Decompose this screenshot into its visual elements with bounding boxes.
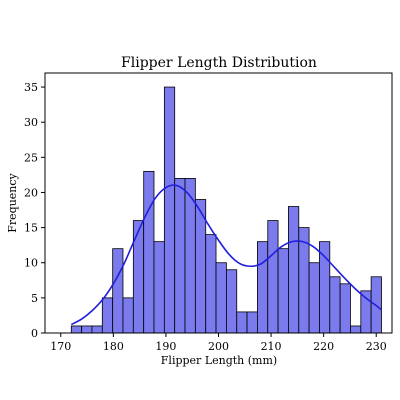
x-tick-label: 220 — [313, 340, 334, 353]
chart-title: Flipper Length Distribution — [121, 55, 317, 71]
x-tick-label: 210 — [261, 340, 282, 353]
y-axis: 0 5 10 15 20 25 30 35 — [24, 81, 45, 340]
histogram-bar — [205, 234, 217, 334]
histogram-bar — [236, 311, 248, 334]
histogram-bars — [70, 86, 382, 334]
histogram-bar — [215, 262, 227, 334]
histogram-bar — [319, 241, 331, 334]
histogram-bar — [339, 283, 351, 334]
histogram-bar — [101, 297, 114, 334]
histogram-bar — [91, 325, 103, 334]
y-tick-label: 20 — [24, 186, 38, 199]
y-tick-label: 10 — [24, 257, 38, 270]
y-tick-label: 35 — [24, 81, 38, 94]
histogram-bar — [143, 170, 155, 334]
histogram-bar — [194, 199, 207, 334]
histogram-bar — [122, 297, 134, 334]
y-tick-label: 30 — [24, 116, 38, 129]
x-tick-label: 200 — [208, 340, 229, 353]
histogram-bar — [350, 325, 362, 334]
histogram-bar — [277, 248, 289, 334]
histogram-bar — [70, 325, 83, 334]
x-axis: 170 180 190 200 210 220 230 — [50, 333, 387, 353]
x-axis-label: Flipper Length (mm) — [161, 354, 277, 367]
y-tick-label: 15 — [24, 222, 38, 235]
histogram-bar — [112, 248, 124, 334]
y-tick-label: 5 — [31, 292, 38, 305]
histogram-bar — [153, 241, 165, 334]
y-axis-label: Frequency — [6, 172, 19, 232]
x-tick-label: 170 — [50, 340, 71, 353]
y-tick-label: 0 — [31, 327, 38, 340]
histogram-bar — [81, 325, 93, 334]
histogram-bar — [308, 262, 320, 334]
histogram-bar — [267, 220, 279, 334]
histogram-bar — [174, 178, 186, 334]
histogram-bar — [246, 311, 258, 334]
y-tick-label: 25 — [24, 151, 38, 164]
histogram-bar — [329, 276, 341, 334]
kde-curve — [70, 184, 382, 326]
histogram-bar — [225, 269, 238, 334]
x-tick-label: 180 — [103, 340, 124, 353]
x-tick-label: 190 — [155, 340, 176, 353]
x-tick-label: 230 — [366, 340, 387, 353]
histogram-bar — [257, 241, 269, 334]
histogram-bar — [163, 86, 176, 334]
histogram-bar — [288, 206, 300, 334]
